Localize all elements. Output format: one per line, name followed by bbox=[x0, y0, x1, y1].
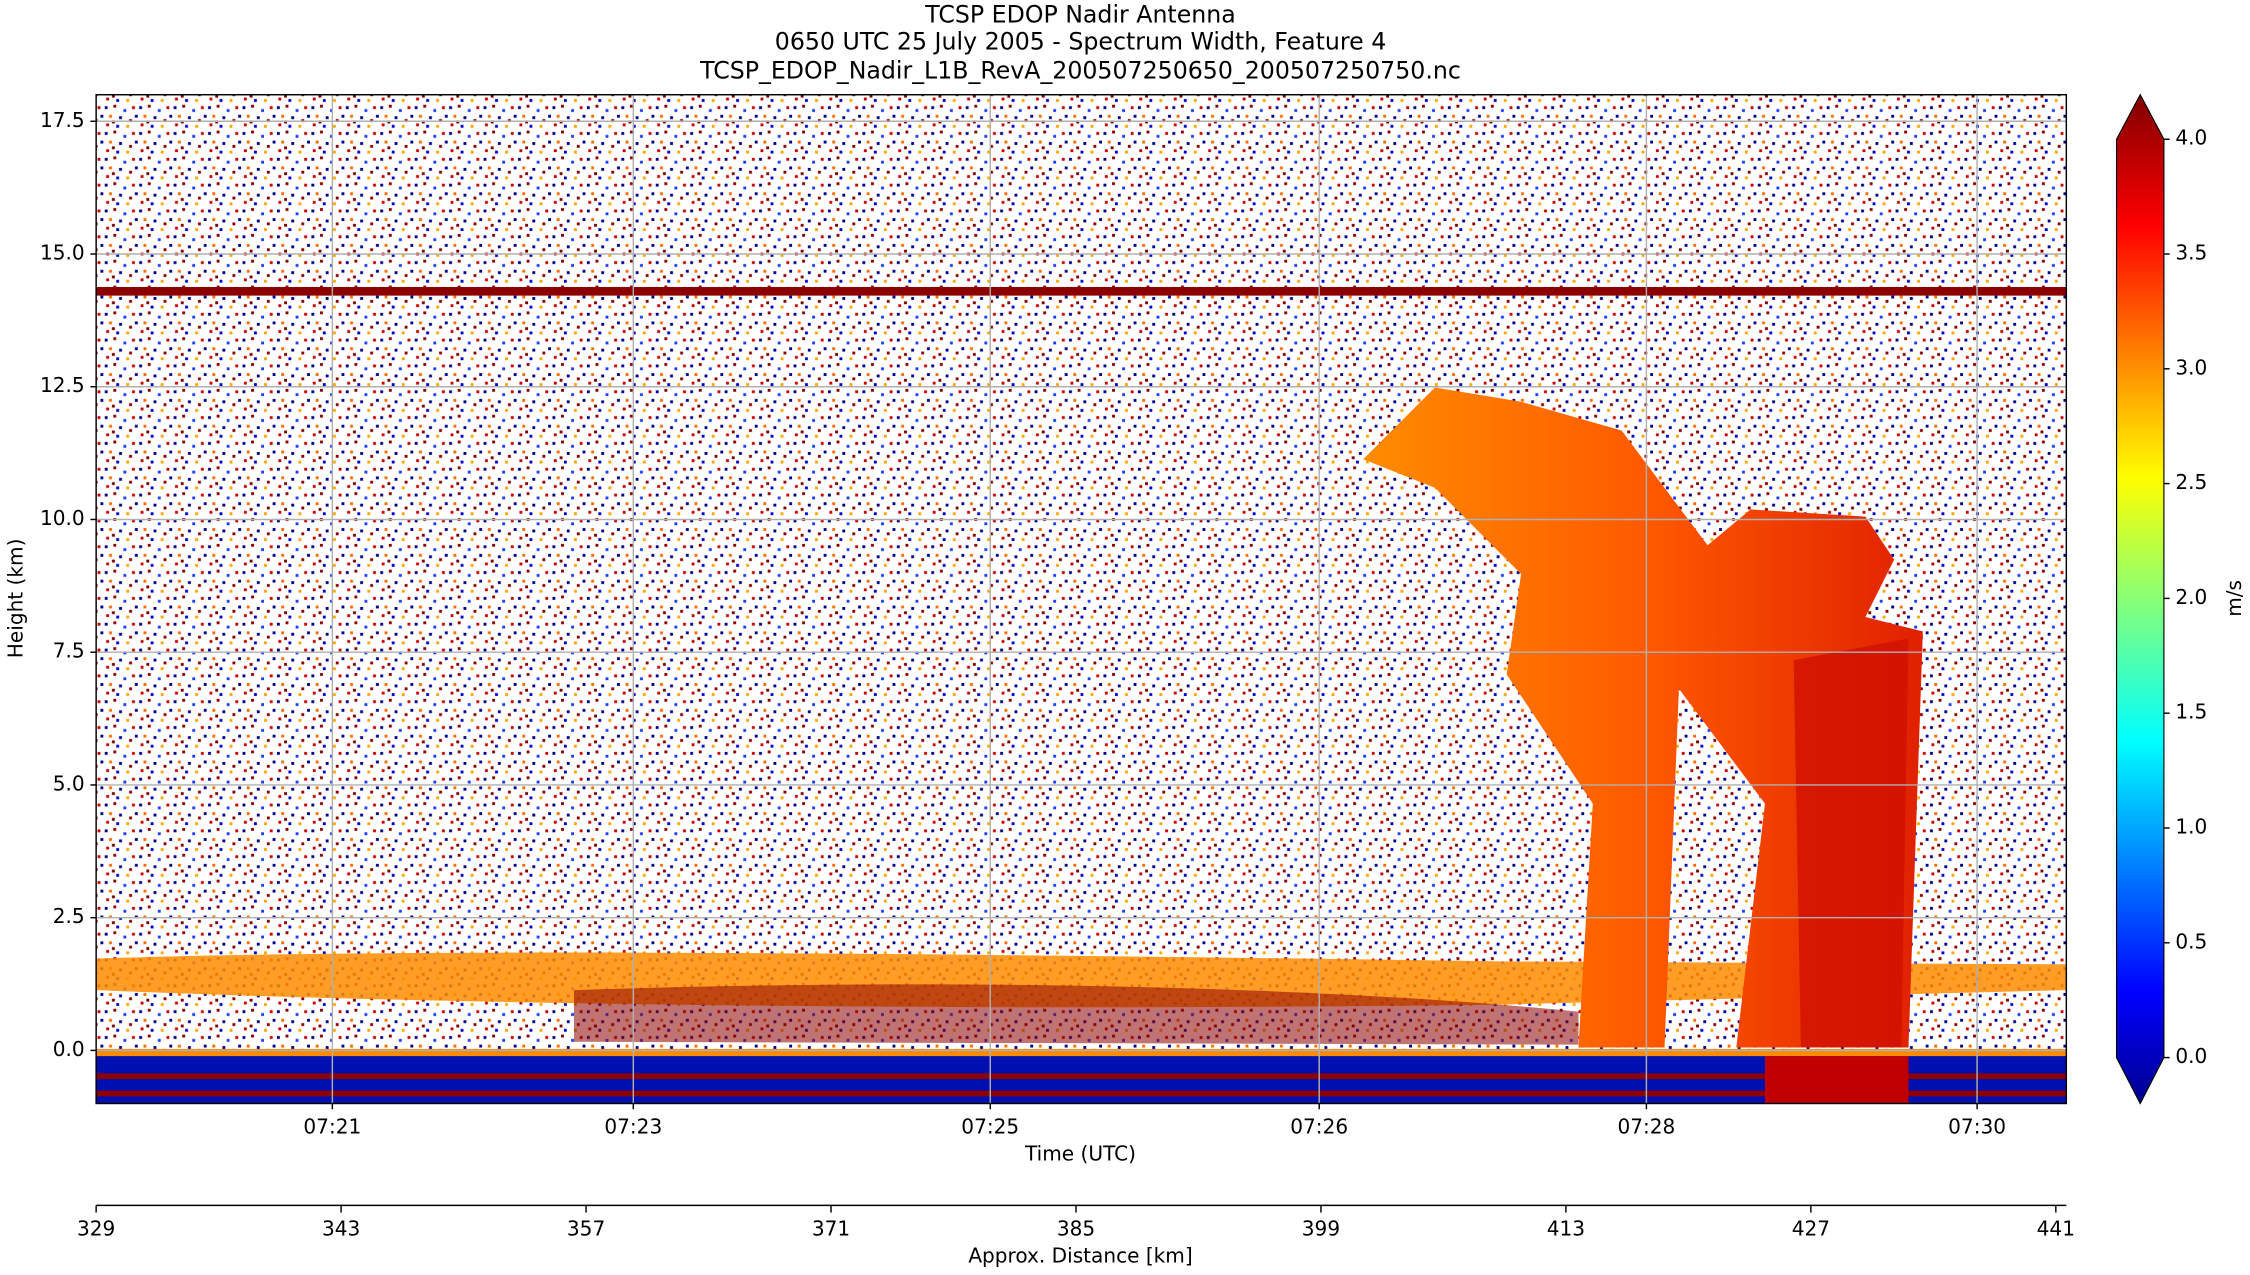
x2-tick-label: 371 bbox=[812, 1216, 850, 1240]
title-line: 0650 UTC 25 July 2005 - Spectrum Width, … bbox=[775, 28, 1386, 56]
x2-tick-label: 413 bbox=[1547, 1216, 1585, 1240]
y-tick-label: 2.5 bbox=[53, 904, 85, 928]
colorbar-label: m/s bbox=[2222, 580, 2246, 617]
y-tick-label: 12.5 bbox=[40, 373, 85, 397]
colorbar-tick-label: 2.5 bbox=[2175, 470, 2207, 494]
colorbar-tick-label: 1.0 bbox=[2175, 814, 2207, 838]
x-tick-label: 07:25 bbox=[961, 1114, 1019, 1138]
x-tick-label: 07:23 bbox=[604, 1114, 662, 1138]
colorbar-tick-label: 4.0 bbox=[2175, 126, 2207, 150]
plot-image bbox=[96, 94, 2067, 1104]
title-line: TCSP EDOP Nadir Antenna bbox=[924, 0, 1235, 28]
x2-tick-label: 357 bbox=[567, 1216, 605, 1240]
colorbar-tick-label: 2.0 bbox=[2175, 585, 2207, 609]
colorbar-tick-label: 0.5 bbox=[2175, 929, 2207, 953]
y-tick-label: 15.0 bbox=[40, 241, 85, 265]
y-tick-label: 10.0 bbox=[40, 506, 85, 530]
colorbar-tick-label: 3.5 bbox=[2175, 241, 2207, 265]
x-tick-label: 07:26 bbox=[1290, 1114, 1348, 1138]
colorbar-tick-label: 3.0 bbox=[2175, 355, 2207, 379]
grid bbox=[96, 94, 2067, 1104]
y-tick-label: 17.5 bbox=[40, 108, 85, 132]
x2-tick-label: 399 bbox=[1302, 1216, 1340, 1240]
y-tick-label: 0.0 bbox=[53, 1037, 85, 1061]
plot-frame bbox=[95, 94, 2068, 1105]
x2-axis-label: Approx. Distance [km] bbox=[968, 1244, 1192, 1268]
x2-tick-label: 441 bbox=[2037, 1216, 2075, 1240]
x-tick-label: 07:30 bbox=[1948, 1114, 2006, 1138]
x-tick-label: 07:21 bbox=[303, 1114, 361, 1138]
colorbar-tick-label: 0.0 bbox=[2175, 1044, 2207, 1068]
colorbar bbox=[2115, 93, 2165, 1105]
x2-tick-label: 329 bbox=[77, 1216, 115, 1240]
y-tick-label: 5.0 bbox=[53, 771, 85, 795]
colorbar-tick-label: 1.5 bbox=[2175, 700, 2207, 724]
y-axis-label: Height (km) bbox=[4, 539, 28, 659]
x2-tick-label: 385 bbox=[1057, 1216, 1095, 1240]
x2-tick-label: 343 bbox=[322, 1216, 360, 1240]
x-axis-label: Time (UTC) bbox=[1024, 1142, 1136, 1166]
x2-tick-label: 427 bbox=[1792, 1216, 1830, 1240]
x-tick-label: 07:28 bbox=[1617, 1114, 1675, 1138]
title-line: TCSP_EDOP_Nadir_L1B_RevA_200507250650_20… bbox=[699, 56, 1461, 84]
y-tick-label: 7.5 bbox=[53, 639, 85, 663]
